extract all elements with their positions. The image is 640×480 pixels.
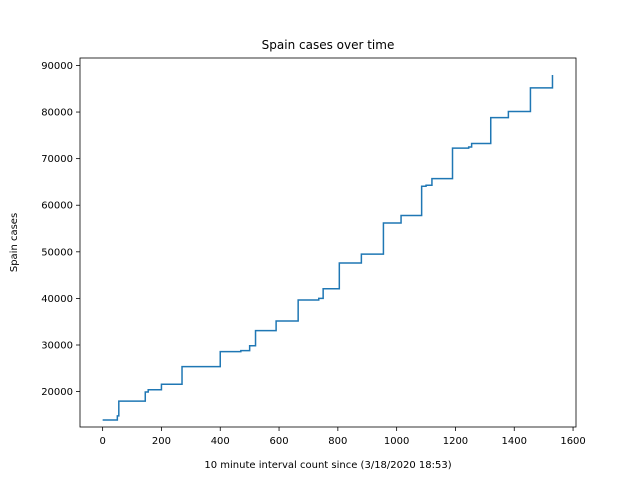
y-tick-label: 40000 [41, 294, 73, 305]
y-tick-label: 20000 [41, 387, 73, 398]
plot-frame [79, 57, 577, 428]
x-axis-label: 10 minute interval count since (3/18/202… [204, 460, 451, 471]
y-tick-label: 60000 [41, 201, 73, 212]
x-tick-label: 1200 [443, 436, 468, 447]
x-tick-label: 0 [99, 436, 105, 447]
y-tick-label: 90000 [41, 61, 73, 72]
y-axis-label: Spain cases [9, 213, 20, 272]
chart-title: Spain cases over time [262, 38, 395, 52]
y-tick-label: 30000 [41, 341, 73, 352]
x-tick-label: 1000 [384, 436, 409, 447]
x-tick-label: 800 [328, 436, 347, 447]
x-tick-label: 200 [152, 436, 171, 447]
y-tick-label: 70000 [41, 154, 73, 165]
y-tick-label: 80000 [41, 108, 73, 119]
x-tick-label: 1600 [560, 436, 585, 447]
y-tick-label: 50000 [41, 247, 73, 258]
x-tick-label: 1400 [502, 436, 527, 447]
x-tick-label: 400 [211, 436, 230, 447]
series-line-spain-cases [102, 74, 554, 421]
y-axis-ticks: 20000 30000 40000 50000 60000 70000 80000 90000 [41, 61, 80, 398]
x-axis-ticks: 0 200 400 600 800 1000 1200 1400 1600 [99, 427, 586, 447]
x-tick-label: 600 [269, 436, 288, 447]
plot-area [79, 57, 577, 428]
